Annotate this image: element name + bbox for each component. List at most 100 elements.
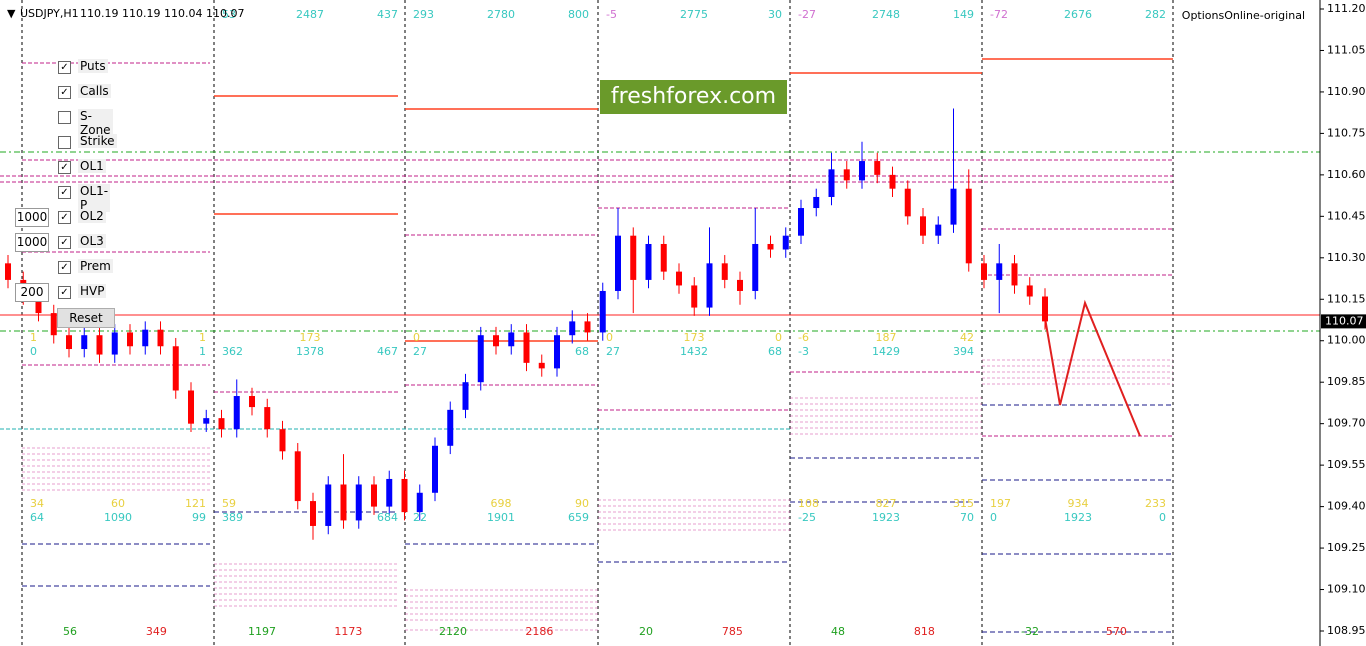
y-tick-label: 109.85 (1327, 375, 1366, 388)
checkbox[interactable]: ✓ (58, 286, 71, 299)
candle-body (950, 188, 957, 225)
candle-body (782, 235, 789, 250)
session-value: 27 (606, 345, 620, 358)
candle-body (142, 329, 149, 347)
session-total: 56 (63, 625, 77, 638)
candle-body (355, 484, 362, 521)
y-tick-label: 110.60 (1327, 168, 1366, 181)
session-value: 0 (606, 331, 613, 344)
checkbox-label[interactable]: Prem (78, 259, 113, 273)
candle-body (432, 445, 438, 493)
candle-body (294, 451, 301, 502)
checkbox-label[interactable]: OL1 (78, 159, 106, 173)
checkbox-label[interactable]: OL3 (78, 234, 106, 248)
session-total: -32 (1021, 625, 1039, 638)
candle-body (111, 332, 118, 355)
forecast-line (1044, 299, 1141, 437)
session-value: 149 (953, 8, 974, 21)
blue-lines (22, 404, 1173, 633)
candle-body (35, 296, 42, 314)
input[interactable]: 1000 (15, 233, 49, 252)
session-value: 0 (413, 331, 420, 344)
session-value: 233 (1145, 497, 1166, 510)
checkbox[interactable]: ✓ (58, 61, 71, 74)
session-value: 0 (990, 511, 997, 524)
checkbox[interactable]: ✓ (58, 161, 71, 174)
session-total: 2120 (439, 625, 467, 638)
candle-body (523, 332, 530, 363)
session-value: 22 (413, 511, 427, 524)
candle-body (660, 243, 667, 272)
candle-body (325, 484, 332, 526)
session-value: 437 (377, 8, 398, 21)
checkbox-label[interactable]: OL1-P (78, 184, 111, 212)
checkbox[interactable]: ✓ (58, 186, 71, 199)
checkbox-label[interactable]: HVP (78, 284, 107, 298)
candle-body (279, 429, 286, 452)
candle-body (828, 169, 835, 197)
checkbox[interactable]: ✓ (58, 86, 71, 99)
checkbox-label[interactable]: Strike (78, 134, 117, 148)
candle-body (843, 169, 850, 181)
menu-arrow: ▼ (7, 7, 16, 20)
session-value: 173 (300, 331, 321, 344)
candle-body (889, 174, 896, 189)
checkbox[interactable]: ✓ (58, 211, 71, 224)
session-value: 1901 (487, 511, 515, 524)
candle-body (615, 235, 621, 291)
session-value: 187 (876, 331, 897, 344)
zone-lines (22, 359, 1173, 631)
y-tick-label: 110.75 (1327, 126, 1366, 139)
session-value: 34 (30, 497, 44, 510)
checkbox[interactable]: ✓ (58, 261, 71, 274)
candle-body (874, 161, 881, 175)
y-tick-label: 109.25 (1327, 541, 1366, 554)
candle-body (477, 335, 484, 383)
candle-body (538, 362, 545, 369)
session-value: 2748 (872, 8, 900, 21)
checkbox-label[interactable]: Calls (78, 84, 111, 98)
session-value: 394 (953, 345, 974, 358)
session-value: 2780 (487, 8, 515, 21)
candle-body (859, 161, 865, 181)
y-axis: 111.20 111.05 110.90 110.75 110.60 110.45 110.… (1320, 2, 1366, 637)
candle-body (172, 346, 179, 391)
candle-body (233, 396, 240, 430)
checkbox-label[interactable]: S-Zone (78, 109, 113, 137)
checkbox[interactable] (58, 136, 71, 149)
candle-body (706, 263, 713, 308)
session-value: 90 (575, 497, 589, 510)
session-value: 0 (1159, 511, 1166, 524)
candle-body (340, 484, 347, 521)
candle-body (447, 409, 454, 446)
session-value: 1923 (1064, 511, 1092, 524)
candle-body (965, 188, 972, 264)
y-tick-label: 108.95 (1327, 624, 1366, 637)
checkbox-label[interactable]: Puts (78, 59, 108, 73)
candle-body (737, 279, 743, 291)
candle-body (920, 216, 926, 236)
input[interactable]: 1000 (15, 208, 49, 227)
candle-body (264, 407, 271, 430)
session-total: 1173 (334, 625, 362, 638)
candle-body (371, 484, 377, 507)
session-total: 1197 (248, 625, 276, 638)
session-total: 20 (639, 625, 653, 638)
candle-body (554, 335, 560, 369)
checkbox-label[interactable]: OL2 (78, 209, 106, 223)
checkbox[interactable]: ✓ (58, 236, 71, 249)
candle-body (721, 263, 728, 280)
session-value: 934 (1068, 497, 1089, 510)
session-value: 800 (568, 8, 589, 21)
session-value: 30 (768, 8, 782, 21)
session-value: 1 (199, 345, 206, 358)
input[interactable]: 200 (15, 283, 49, 302)
session-value: 1090 (104, 511, 132, 524)
session-total: 48 (831, 625, 845, 638)
candle-body (981, 263, 987, 280)
watermark: freshforex.com (600, 80, 787, 114)
checkbox[interactable] (58, 111, 71, 124)
session-value: 64 (30, 511, 44, 524)
reset-button[interactable]: Reset (57, 308, 115, 328)
y-tick-label: 110.90 (1327, 85, 1366, 98)
